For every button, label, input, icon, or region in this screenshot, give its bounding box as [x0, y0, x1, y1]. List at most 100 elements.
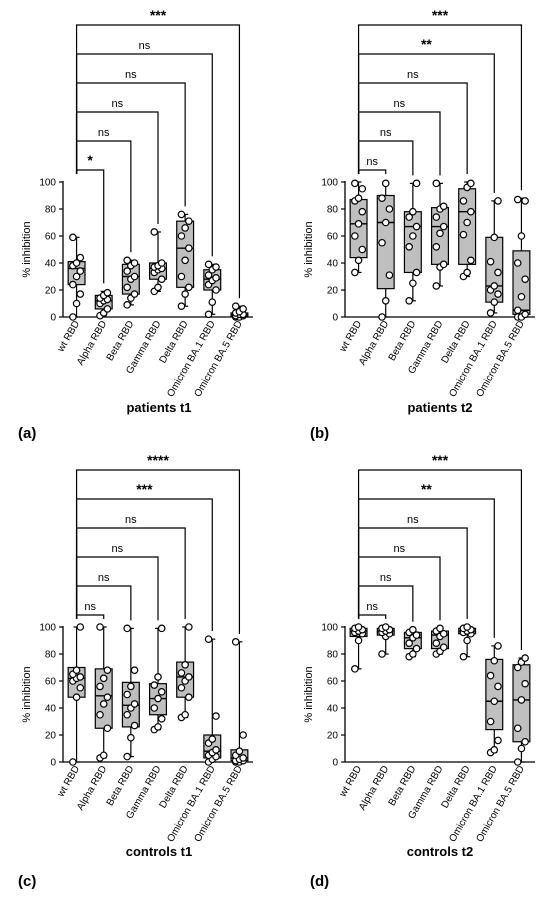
data-point [208, 298, 217, 306]
y-tick-label: 0 [332, 313, 338, 324]
y-tick-label: 20 [45, 731, 57, 742]
significance-label: *** [432, 7, 449, 23]
data-point [490, 233, 499, 242]
significance-label: *** [136, 481, 153, 497]
data-point [181, 290, 189, 298]
y-tick-label: 20 [327, 286, 339, 297]
y-axis-label: % inhibition [21, 221, 33, 277]
data-point [103, 288, 112, 297]
x-tick-label: wt RBD [337, 319, 364, 355]
data-point [405, 213, 413, 221]
data-point [486, 671, 495, 680]
data-point [76, 623, 85, 631]
data-point [358, 245, 367, 254]
data-point [467, 207, 475, 216]
data-point [130, 259, 139, 267]
significance-label: ns [366, 156, 378, 168]
y-tick-label: 0 [50, 313, 56, 324]
data-point [127, 682, 135, 691]
y-tick-label: 100 [39, 178, 56, 189]
data-point [513, 724, 522, 733]
data-point [467, 256, 475, 265]
significance-label: ns [98, 572, 110, 584]
data-point [351, 268, 359, 277]
y-tick-label: 0 [50, 758, 56, 769]
data-point [381, 296, 390, 305]
significance-label: ns [407, 514, 419, 526]
y-tick-label: 60 [45, 677, 57, 688]
chart-title: controls t1 [126, 844, 192, 859]
data-point [513, 758, 522, 766]
data-point [76, 290, 85, 298]
data-point [436, 624, 444, 633]
significance-label: **** [147, 452, 169, 468]
data-point [76, 673, 85, 681]
data-point [494, 682, 502, 691]
data-point [204, 260, 213, 269]
data-point [513, 306, 522, 315]
data-point [103, 305, 112, 313]
data-point [354, 623, 363, 631]
data-point [351, 179, 359, 188]
data-point [231, 638, 240, 646]
data-point [96, 682, 104, 691]
significance-label: ns [366, 601, 378, 613]
data-point [72, 666, 81, 675]
significance-bracket [357, 469, 523, 651]
data-point [521, 275, 529, 284]
data-point [123, 752, 131, 761]
data-point [212, 712, 220, 720]
data-point [123, 710, 131, 719]
y-tick-label: 100 [321, 178, 338, 189]
data-point [521, 310, 529, 319]
data-point [412, 644, 421, 653]
significance-label: ns [407, 69, 419, 81]
data-point [517, 232, 526, 240]
y-tick-label: 20 [327, 731, 339, 742]
data-point [212, 263, 220, 271]
data-point [185, 693, 193, 702]
data-point [239, 754, 247, 762]
data-point [432, 179, 441, 188]
data-point [385, 271, 394, 279]
data-point [439, 260, 448, 269]
significance-label: ns [111, 543, 123, 555]
data-point [459, 652, 468, 661]
data-point [157, 275, 166, 284]
data-point [185, 217, 193, 225]
data-point [378, 238, 386, 247]
data-point [494, 290, 502, 298]
data-point [177, 232, 186, 240]
significance-label: ns [393, 543, 405, 555]
data-point [494, 736, 502, 745]
data-point [521, 654, 529, 662]
data-point [513, 663, 522, 672]
data-point [521, 737, 529, 746]
data-point [154, 673, 162, 681]
data-point [490, 282, 499, 290]
significance-label: * [87, 152, 93, 168]
data-point [130, 700, 139, 708]
data-point [521, 679, 529, 688]
data-point [412, 268, 421, 277]
y-tick-label: 80 [327, 205, 339, 216]
data-point [181, 256, 189, 265]
data-point [463, 218, 471, 227]
data-point [235, 747, 244, 756]
significance-label: ns [380, 127, 392, 139]
data-point [231, 302, 240, 311]
data-point [96, 710, 104, 719]
significance-bracket [75, 614, 105, 619]
chart-title: patients t1 [126, 400, 191, 415]
data-point [154, 723, 162, 731]
data-point [69, 313, 77, 321]
significance-label: ns [125, 514, 137, 526]
data-point [490, 298, 499, 306]
data-point [123, 267, 131, 275]
data-point [72, 299, 81, 308]
data-point [517, 696, 526, 704]
data-point [409, 232, 417, 240]
data-point [459, 230, 468, 239]
